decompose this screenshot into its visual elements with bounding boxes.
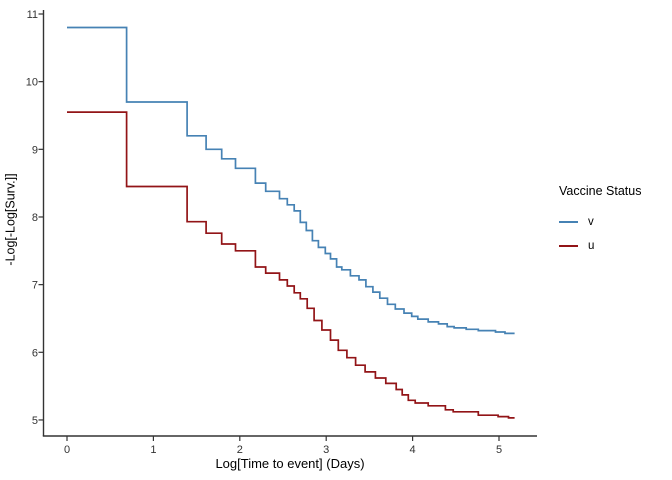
legend-line-swatch-u [559,244,578,247]
y-tick-label: 6 [32,347,38,359]
x-axis-title: Log[Time to event] (Days) [215,456,365,471]
y-axis-title: -Log[-Log[Surv.]] [3,173,18,266]
y-tick-label: 9 [32,144,38,156]
y-tick-label: 7 [32,280,38,292]
y-tick-label: 10 [26,77,38,89]
legend-entry-v: v [559,214,641,229]
y-tick-label: 11 [27,9,38,21]
legend-line-swatch-v [559,220,578,223]
y-tick-label: 5 [32,415,38,427]
legend: Vaccine Status v u [559,184,641,253]
x-tick-label: 4 [410,444,416,456]
x-tick-label: 0 [64,444,70,456]
x-tick-label: 1 [150,444,156,456]
y-tick-label: 8 [32,212,38,224]
survival-curve-u [67,111,515,419]
legend-title: Vaccine Status [559,184,642,198]
x-tick-label: 3 [323,444,329,456]
survival-curve-v [67,26,515,335]
x-tick-label: 5 [496,444,502,456]
x-tick-label: 2 [237,444,243,456]
legend-label-u: u [588,239,595,252]
legend-entry-u: u [559,238,641,253]
legend-label-v: v [588,215,594,228]
